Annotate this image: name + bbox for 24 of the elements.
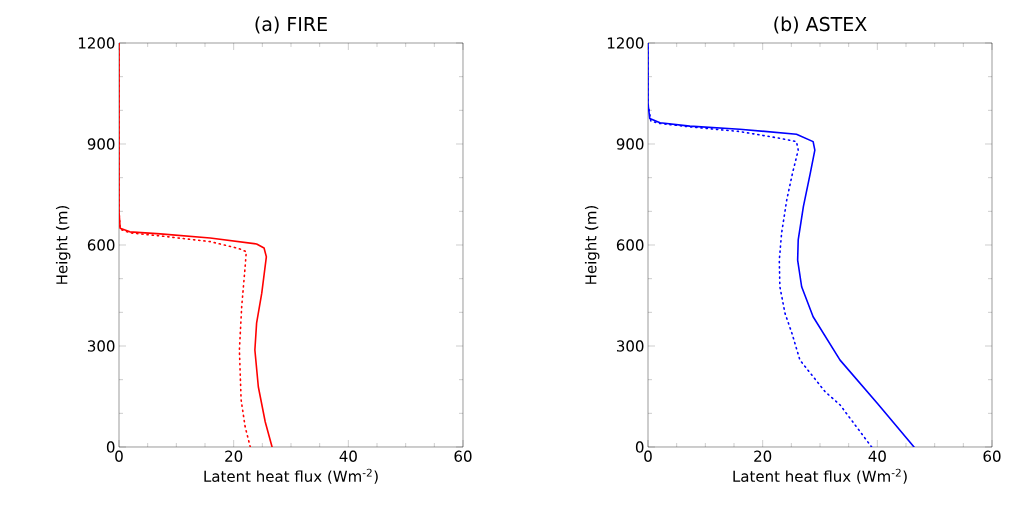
chart-title: (b) ASTEX: [774, 16, 867, 34]
x-tick-label: 60: [454, 450, 472, 462]
y-tick-label: 900: [87, 138, 115, 150]
x-axis-title: Latent heat flux (Wm$^{-2}$): [204, 468, 378, 484]
y-tick-label: 1200: [607, 37, 644, 49]
y-tick-label: 0: [635, 441, 644, 453]
x-tick-label: 40: [339, 450, 357, 462]
x-tick-label: 40: [868, 450, 886, 462]
y-tick-label: 600: [616, 239, 644, 251]
y-tick-label: 600: [87, 239, 115, 251]
x-tick-label: 20: [754, 450, 772, 462]
x-tick-label: 0: [115, 450, 123, 462]
x-tick-label: 20: [225, 450, 243, 462]
y-tick-label: 1200: [78, 37, 115, 49]
x-tick-label: 0: [644, 450, 652, 462]
y-tick-label: 300: [616, 340, 644, 352]
y-tick-label: 900: [616, 138, 644, 150]
x-axis-title: Latent heat flux (Wm$^{-2}$): [733, 468, 907, 484]
y-axis-title: Height (m): [55, 205, 71, 284]
y-tick-label: 300: [87, 340, 115, 352]
y-tick-label: 0: [106, 441, 115, 453]
y-axis-title: Height (m): [584, 205, 600, 284]
chart-title: (a) FIRE: [255, 16, 327, 34]
x-tick-label: 60: [983, 450, 1001, 462]
